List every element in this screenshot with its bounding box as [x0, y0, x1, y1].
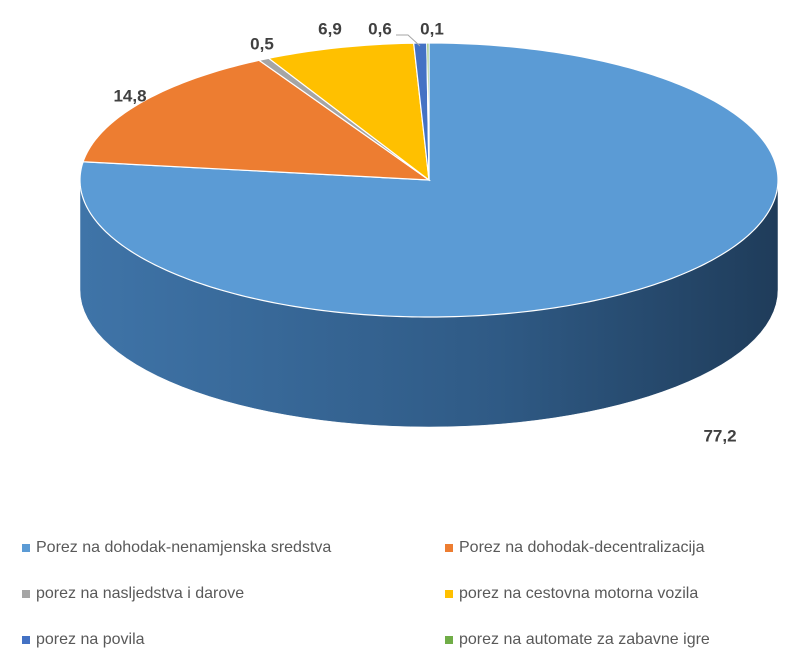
slice: [267, 42, 430, 182]
data-labels: 77,2 14,8 0,5 6,9 0,6 0,1: [113, 19, 736, 445]
slice: [82, 59, 432, 181]
data-label: 77,2: [703, 426, 736, 445]
legend-label: porez na povila: [36, 631, 145, 648]
legend-swatch: [22, 636, 30, 644]
data-label: 0,6: [368, 19, 392, 38]
legend-label: porez na automate za zabavne igre: [459, 631, 710, 648]
data-label: 0,1: [420, 19, 444, 38]
legend-swatch: [445, 544, 453, 552]
slice: [426, 42, 430, 181]
legend-swatch: [445, 590, 453, 598]
legend-swatch: [22, 590, 30, 598]
data-label: 6,9: [318, 19, 342, 38]
pie: [79, 42, 779, 428]
legend-label: Porez na dohodak-nenamjenska sredstva: [36, 539, 331, 556]
legend-label: porez na cestovna motorna vozila: [459, 585, 698, 602]
legend-swatch: [445, 636, 453, 644]
legend: Porez na dohodak-nenamjenska sredstva Por…: [22, 539, 710, 648]
legend-swatch: [22, 544, 30, 552]
legend-label: porez na nasljedstva i darove: [36, 585, 244, 602]
data-label: 0,5: [250, 34, 274, 53]
leader-line: [396, 34, 421, 47]
legend-label: Porez na dohodak-decentralizacija: [459, 539, 705, 556]
data-label: 14,8: [113, 86, 146, 105]
